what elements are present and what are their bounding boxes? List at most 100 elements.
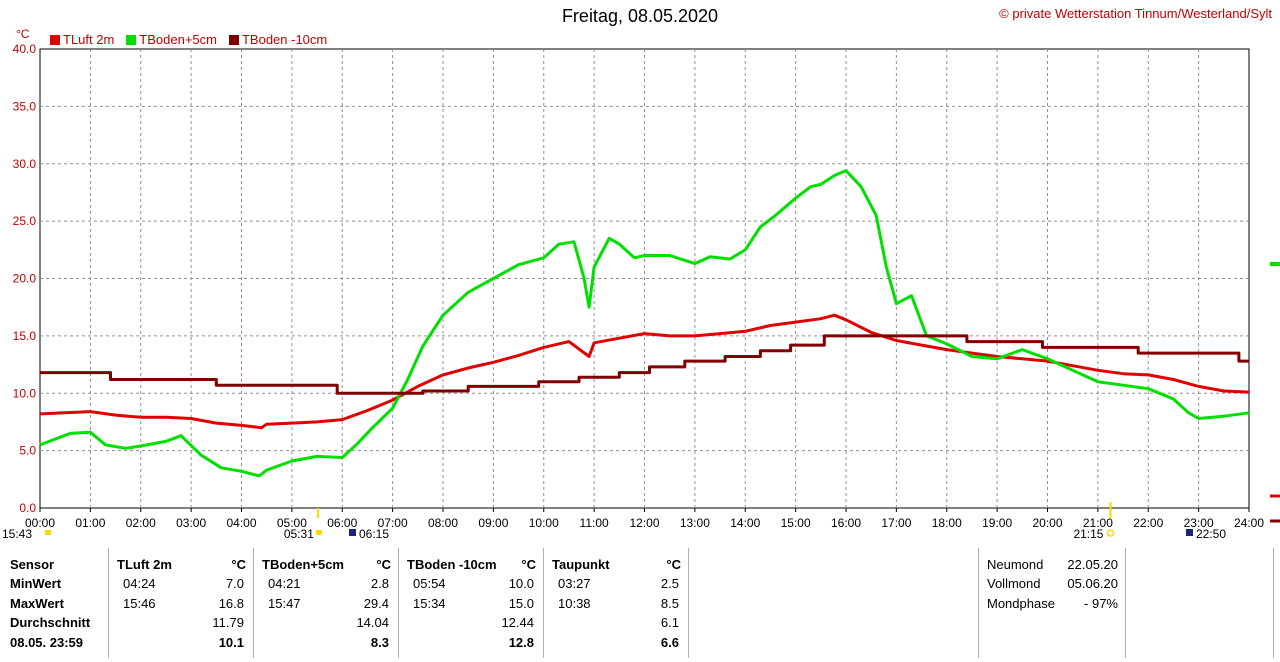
x-tick-label: 02:00 — [126, 516, 156, 530]
sun-marker-icon — [45, 530, 51, 535]
x-tick-label: 24:00 — [1234, 516, 1264, 530]
min-value: 10.0 — [508, 576, 534, 591]
col-unit: °C — [231, 557, 246, 572]
x-tick-label: 08:00 — [428, 516, 458, 530]
stats-col-empty — [688, 548, 979, 658]
moon-value-phase: - 97% — [1084, 596, 1118, 611]
sun-annotation-left: 15:43 — [2, 527, 32, 541]
min-value: 7.0 — [225, 576, 244, 591]
x-tick-label: 22:00 — [1133, 516, 1163, 530]
stats-col-tboden10: TBoden -10cm °C 05:54 10.0 15:34 15.0 12… — [398, 548, 544, 658]
x-tick-label: 15:00 — [781, 516, 811, 530]
max-value: 29.4 — [363, 596, 389, 611]
row-label-current: 08.05. 23:59 — [10, 635, 84, 650]
min-time: 05:54 — [413, 576, 446, 591]
sunrise-label: 05:31 — [284, 527, 314, 541]
sensor-header: Sensor — [10, 557, 55, 572]
y-tick-label: 15.0 — [13, 329, 37, 343]
moon-value-neumond: 22.05.20 — [1067, 557, 1118, 572]
current-value: 10.1 — [218, 635, 244, 650]
chart-legend: TLuft 2m TBoden+5cm TBoden -10cm — [50, 32, 327, 47]
moon-value-vollmond: 05.06.20 — [1067, 576, 1118, 591]
moon-label-phase: Mondphase — [987, 596, 1055, 611]
col-name: TBoden -10cm — [407, 557, 497, 572]
min-value: 2.8 — [370, 576, 389, 591]
x-tick-label: 21:00 — [1083, 516, 1113, 530]
y-tick-label: 40.0 — [13, 42, 37, 56]
min-time: 03:27 — [558, 576, 591, 591]
x-tick-label: 01:00 — [75, 516, 105, 530]
row-label-avg: Durchschnitt — [10, 615, 91, 630]
y-tick-label: 30.0 — [13, 157, 37, 171]
x-tick-label: 17:00 — [881, 516, 911, 530]
stats-col-tboden5: TBoden+5cm °C 04:21 2.8 15:47 29.4 14.04… — [253, 548, 399, 658]
stats-col-right — [1125, 548, 1274, 658]
x-tick-label: 20:00 — [1032, 516, 1062, 530]
max-time: 10:38 — [558, 596, 591, 611]
legend-swatch-tboden5 — [126, 34, 137, 45]
min-value: 2.5 — [660, 576, 679, 591]
row-label-min: MinWert — [10, 576, 62, 591]
copyright-symbol: © — [999, 6, 1009, 21]
y-tick-label: 35.0 — [13, 99, 37, 113]
copyright-notice: © private Wetterstation Tinnum/Westerlan… — [999, 6, 1272, 21]
current-value: 8.3 — [370, 635, 389, 650]
x-tick-label: 05:00 — [277, 516, 307, 530]
legend-item-tboden10: TBoden -10cm — [228, 32, 327, 47]
max-value: 15.0 — [508, 596, 534, 611]
y-tick-label: 0.0 — [19, 501, 36, 515]
x-tick-label: 16:00 — [831, 516, 861, 530]
avg-value: 12.44 — [501, 615, 534, 630]
x-tick-label: 19:00 — [982, 516, 1012, 530]
x-tick-label: 18:00 — [932, 516, 962, 530]
col-name: Taupunkt — [552, 557, 610, 572]
x-tick-label: 23:00 — [1184, 516, 1214, 530]
moon-info: Neumond 22.05.20 Vollmond 05.06.20 Mondp… — [978, 548, 1126, 658]
current-value: 12.8 — [508, 635, 534, 650]
avg-value: 14.04 — [356, 615, 389, 630]
col-unit: °C — [666, 557, 681, 572]
stats-row-labels: Sensor MinWert MaxWert Durchschnitt 08.0… — [8, 548, 108, 658]
max-time: 15:46 — [123, 596, 156, 611]
avg-value: 6.1 — [660, 615, 679, 630]
current-value: 6.6 — [660, 635, 679, 650]
series-line-3 — [40, 334, 1249, 395]
sunset-label: 21:15 — [1073, 527, 1103, 541]
legend-swatch-tboden10 — [228, 34, 239, 45]
x-tick-label: 11:00 — [580, 516, 609, 530]
temperature-chart: 0.0 5.0 10.0 15.0 20.0 25.0 30.0 35.0 40.0 00:00 0… — [2, 42, 1280, 541]
legend-item-tluft: TLuft 2m — [50, 32, 114, 47]
legend-swatch-tluft — [50, 34, 60, 45]
moonrise-icon — [349, 529, 356, 536]
row-label-max: MaxWert — [10, 596, 64, 611]
stats-col-tluft: TLuft 2m °C 04:24 7.0 15:46 16.8 11.79 1… — [108, 548, 254, 658]
moonset-label: 22:50 — [1196, 527, 1226, 541]
avg-value: 11.79 — [212, 615, 244, 630]
col-name: TBoden+5cm — [262, 557, 344, 572]
moon-label-neumond: Neumond — [987, 557, 1044, 572]
x-tick-label: 03:00 — [176, 516, 206, 530]
x-tick-label: 00:00 — [25, 516, 55, 530]
x-tick-label: 09:00 — [478, 516, 508, 530]
moonset-icon — [1186, 529, 1193, 536]
x-tick-label: 07:00 — [378, 516, 408, 530]
series-line-2 — [39, 169, 1250, 478]
series-line-1 — [39, 313, 1250, 430]
max-time: 15:34 — [413, 596, 446, 611]
x-tick-label: 13:00 — [680, 516, 710, 530]
y-tick-label: 25.0 — [13, 214, 37, 228]
stats-table: Sensor MinWert MaxWert Durchschnitt 08.0… — [8, 548, 1274, 658]
page-title: Freitag, 08.05.2020 — [561, 6, 719, 26]
copyright-text: private Wetterstation Tinnum/Westerland/… — [1012, 6, 1272, 21]
sunset-icon — [1106, 529, 1115, 537]
x-tick-label: 14:00 — [730, 516, 760, 530]
moon-label-vollmond: Vollmond — [987, 576, 1041, 591]
x-tick-label: 06:00 — [327, 516, 357, 530]
x-tick-label: 12:00 — [629, 516, 659, 530]
x-tick-label: 04:00 — [226, 516, 256, 530]
min-time: 04:21 — [268, 576, 301, 591]
max-time: 15:47 — [268, 596, 301, 611]
y-axis-unit: °C — [16, 27, 30, 41]
col-unit: °C — [521, 557, 536, 572]
min-time: 04:24 — [123, 576, 156, 591]
